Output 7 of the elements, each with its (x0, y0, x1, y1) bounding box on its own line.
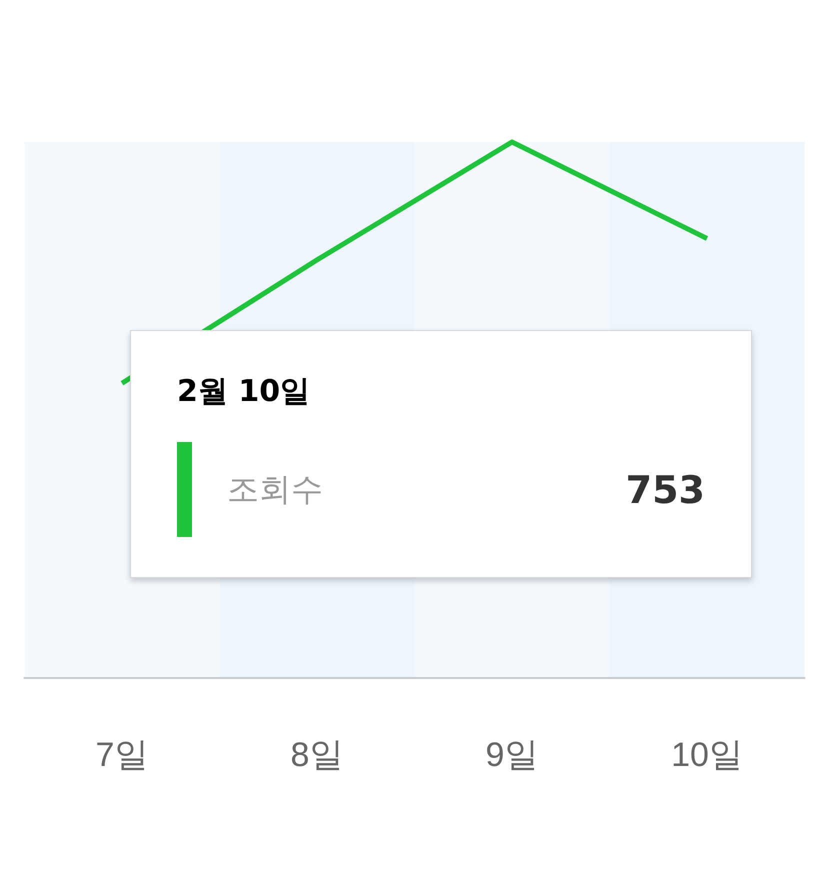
x-tick-label: 7일 (96, 736, 148, 774)
annotation: 2월 10일 (177, 373, 312, 411)
x-tick-label: 10일 (671, 736, 743, 774)
annotation: 753 (626, 468, 705, 512)
x-tick-label: 9일 (486, 736, 538, 774)
text: 조회수 (227, 468, 324, 510)
x-tick-label: 8일 (290, 736, 344, 774)
